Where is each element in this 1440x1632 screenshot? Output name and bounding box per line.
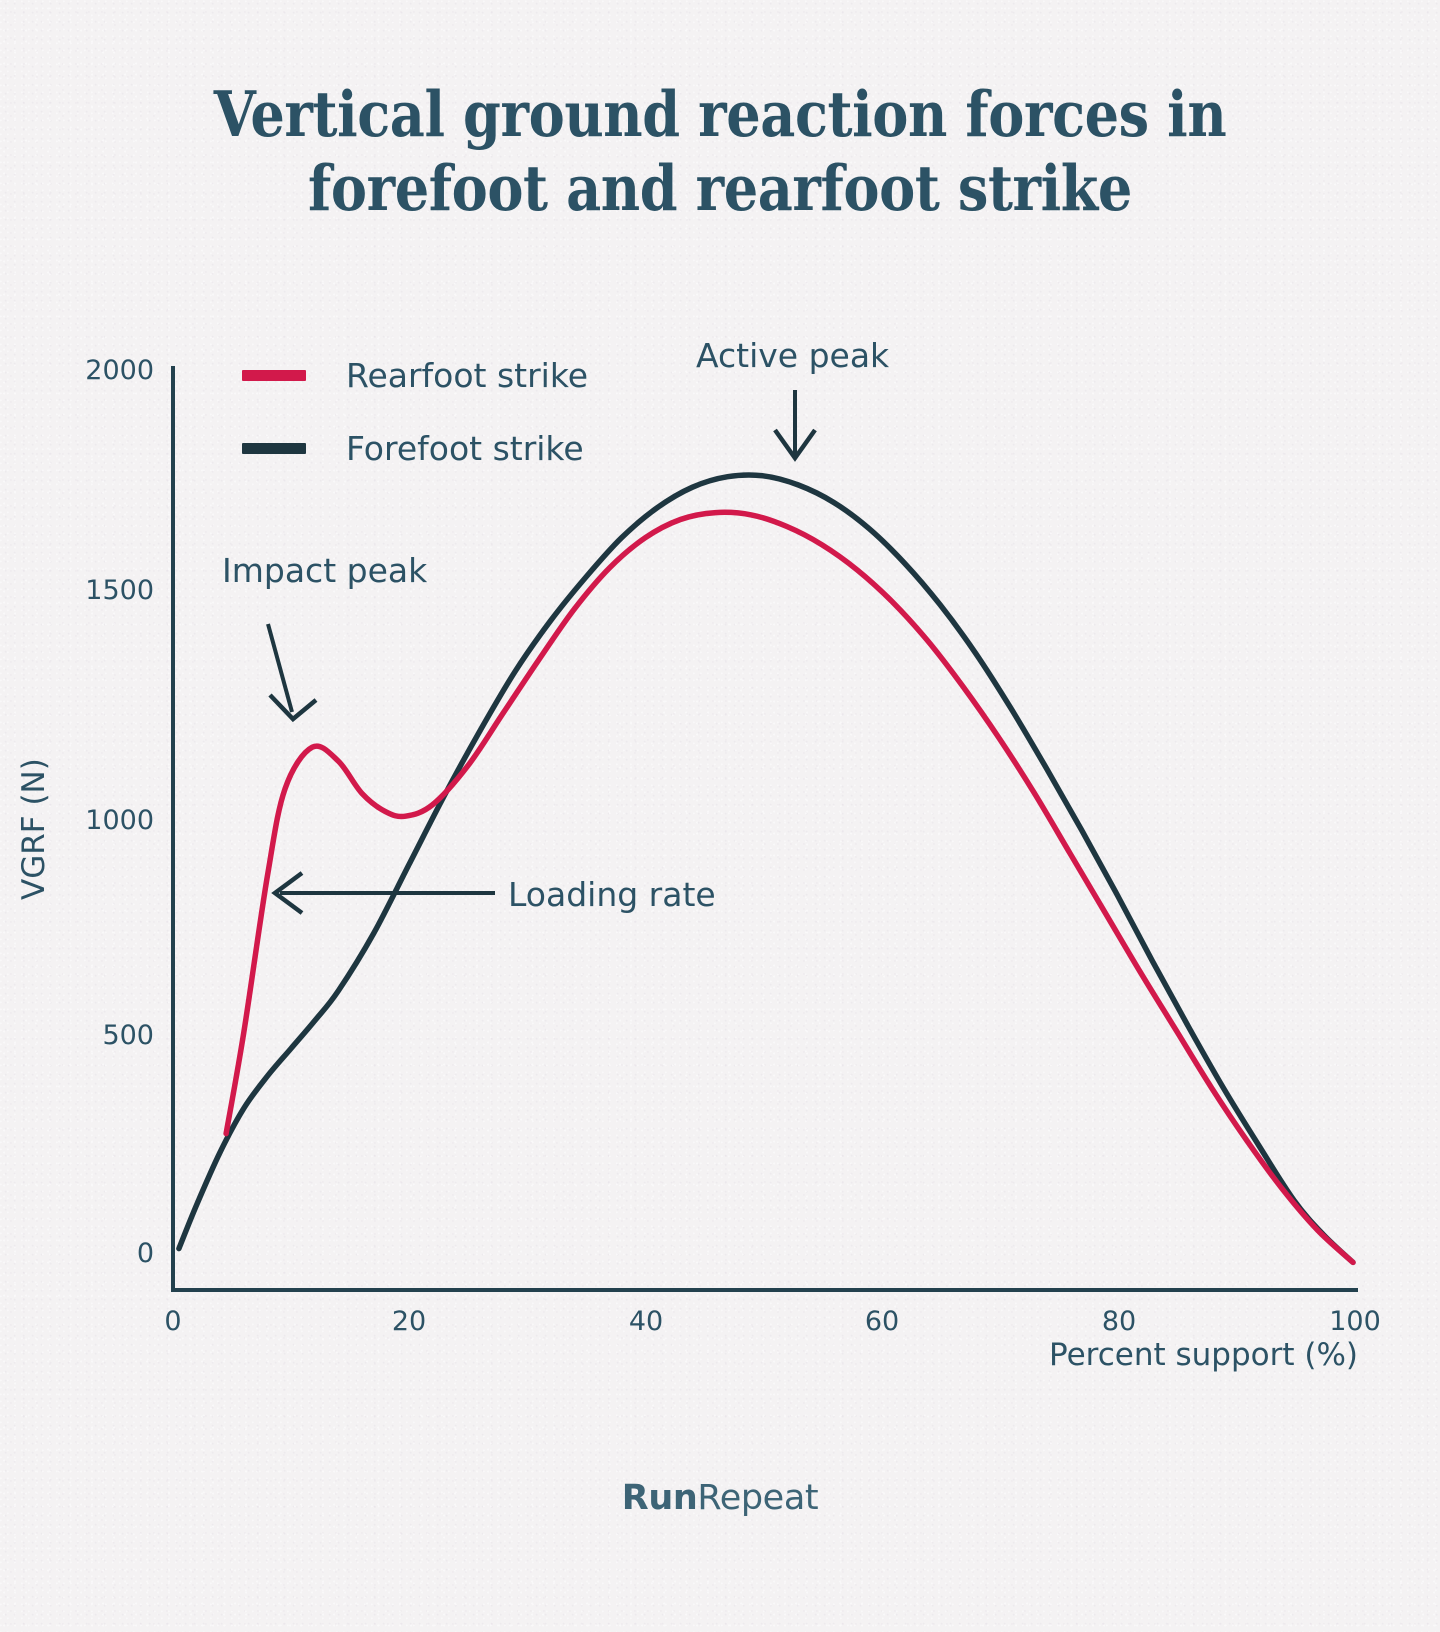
annotation-label-loading-rate: Loading rate	[508, 875, 716, 914]
x-tick-label-60: 60	[864, 1306, 900, 1337]
brand-logo-bold: Run	[621, 1478, 698, 1518]
legend-swatch-forefoot-strike	[242, 443, 306, 454]
legend-label-rearfoot-strike: Rearfoot strike	[346, 356, 589, 395]
x-axis-title: Percent support (%)	[1049, 1337, 1359, 1373]
brand-logo[interactable]: RunRepeat	[0, 1478, 1440, 1518]
legend-item-forefoot-strike[interactable]: Forefoot strike	[242, 429, 584, 468]
y-tick-label-1000: 1000	[85, 805, 154, 836]
x-tick-label-20: 20	[391, 1306, 427, 1337]
loading-rate-arrow	[271, 871, 495, 915]
y-axis-title: VGRF (N)	[16, 758, 52, 900]
impact-peak-arrow	[266, 623, 318, 723]
series-line-rearfoot-strike	[223, 509, 1356, 1266]
annotation-label-active-peak: Active peak	[696, 336, 890, 375]
series-line-forefoot-strike	[176, 472, 1356, 1266]
y-tick-label-0: 0	[136, 1238, 154, 1269]
legend-item-rearfoot-strike[interactable]: Rearfoot strike	[242, 356, 588, 395]
y-tick-label-1500: 1500	[85, 575, 154, 606]
x-tick-label-40: 40	[628, 1306, 664, 1337]
x-tick-label-0: 0	[164, 1306, 182, 1337]
x-tick-label-80: 80	[1101, 1306, 1137, 1337]
page-title: Vertical ground reaction forces in foref…	[213, 77, 1227, 225]
active-peak-arrow	[773, 390, 817, 462]
brand-logo-light: Repeat	[697, 1478, 819, 1518]
y-tick-label-500: 500	[102, 1020, 154, 1051]
annotation-label-impact-peak: Impact peak	[222, 551, 428, 590]
x-tick-label-100: 100	[1329, 1306, 1381, 1337]
legend-swatch-rearfoot-strike	[242, 370, 306, 381]
legend-label-forefoot-strike: Forefoot strike	[346, 429, 584, 468]
y-tick-label-2000: 2000	[85, 355, 154, 386]
